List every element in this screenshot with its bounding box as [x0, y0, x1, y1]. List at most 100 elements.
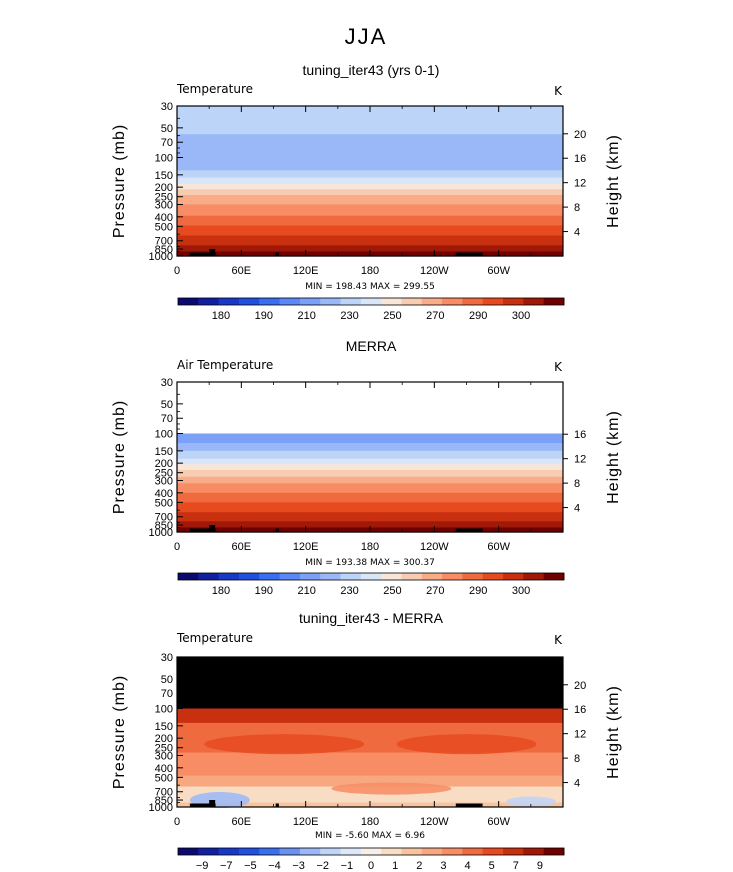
- panel1-y-tick-label: 700: [155, 236, 173, 248]
- panel2-colorbar-box: [178, 573, 199, 580]
- panel2-colorbar-label: 300: [512, 585, 530, 597]
- panel2-y-tick-label: 200: [155, 458, 173, 470]
- panel1-x-tick-label: 60W: [487, 265, 510, 277]
- panel2-title: MERRA: [346, 338, 397, 354]
- panel1-topography-peak: [209, 249, 216, 256]
- panel3-colorbar-box: [218, 848, 240, 855]
- panel2-band: [177, 521, 563, 529]
- panel3-colorbar-box: [503, 848, 524, 855]
- panel1-band: [177, 225, 563, 237]
- panel2-colorbar-box: [198, 573, 220, 580]
- panel1-colorbar-box: [279, 298, 301, 305]
- panel3-colorbar-label: 7: [513, 860, 519, 872]
- panel1-colorbar-label: 210: [297, 310, 315, 322]
- panel1-y-tick-label: 1000: [149, 251, 173, 263]
- panel3-missing-region: [177, 657, 563, 709]
- panel1-colorbar-box: [238, 298, 260, 305]
- panel2-y-tick-label: 100: [155, 429, 173, 441]
- panel3-colorbar-label: −5: [244, 860, 257, 872]
- panel2-y-tick-label: 400: [155, 488, 173, 500]
- panel1-colorbar-box: [360, 298, 382, 305]
- panel2-y-tick-label: 250: [155, 468, 173, 480]
- panel3-ylabel-right: Height (km): [605, 685, 622, 779]
- panel3-anomaly-blob: [396, 734, 537, 755]
- panel2-band: [177, 458, 563, 465]
- panel3-stats: MIN = -5.60 MAX = 6.96: [315, 831, 425, 841]
- panel3-height-tick-label: 12: [574, 729, 586, 741]
- panel3-x-tick-label: 0: [174, 816, 180, 828]
- panel1-band: [177, 177, 563, 185]
- panel2-x-tick-label: 0: [174, 541, 180, 553]
- panel1-height-tick-label: 4: [574, 227, 580, 239]
- panel2-colorbar-label: 270: [426, 585, 444, 597]
- panel3-y-tick-label: 700: [155, 787, 173, 799]
- panel2-colorbar-box: [238, 573, 260, 580]
- panel1-colorbar-box: [218, 298, 240, 305]
- panel2-colorbar-box: [360, 573, 382, 580]
- panel2-colorbar-box: [543, 573, 565, 580]
- panel1-colorbar-box: [259, 298, 280, 305]
- panel2-colorbar-label: 210: [297, 585, 315, 597]
- panel2-topography: [275, 528, 279, 532]
- panel1-band: [177, 215, 563, 227]
- panel1-band: [177, 235, 563, 246]
- panel3-x-tick-label: 60E: [232, 816, 252, 828]
- panel2-colorbar-box: [523, 573, 545, 580]
- panel1-colorbar-box: [421, 298, 443, 305]
- panel2-colorbar-box: [421, 573, 443, 580]
- panel3-y-tick-label: 100: [155, 704, 173, 716]
- panel3-colorbar-label: 2: [416, 860, 422, 872]
- panel2-ylabel: Pressure (mb): [111, 400, 128, 514]
- panel1-y-tick-label: 100: [155, 153, 173, 165]
- panel3-colorbar-label: −9: [196, 860, 209, 872]
- panel1-title: tuning_iter43 (yrs 0-1): [303, 62, 440, 78]
- panel1-colorbar-label: 300: [512, 310, 530, 322]
- panel1-colorbar-box: [299, 298, 321, 305]
- panel3-colorbar-box: [360, 848, 382, 855]
- panel1-band: [177, 183, 563, 190]
- panel3-colorbar-label: 3: [440, 860, 446, 872]
- panel2-units: K: [554, 360, 563, 374]
- panel2-band: [177, 512, 563, 522]
- panel1-colorbar-label: 270: [426, 310, 444, 322]
- panel2-colorbar-box: [218, 573, 240, 580]
- panel1-height-tick-label: 16: [574, 153, 586, 165]
- panel1-y-tick-label: 850: [155, 244, 173, 256]
- panel2-ylabel-right: Height (km): [605, 410, 622, 504]
- panel1-band: [177, 134, 563, 171]
- panel1-y-tick-label: 300: [155, 199, 173, 211]
- panel2-x-tick-label: 60E: [232, 541, 252, 553]
- panel3-colorbar-box: [523, 848, 545, 855]
- panel1-y-tick-label: 500: [155, 221, 173, 233]
- panel3-band: [177, 708, 563, 724]
- panel3-colorbar-frame: [177, 847, 565, 856]
- panel3-colorbar-label: 0: [368, 860, 374, 872]
- panel2-band: [177, 450, 563, 460]
- panel1-y-tick-label: 250: [155, 192, 173, 204]
- panel3-colorbar-box: [442, 848, 463, 855]
- panel3-y-tick-label: 1000: [149, 802, 173, 814]
- panel1-colorbar-box: [543, 298, 565, 305]
- panel3-colorbar-box: [381, 848, 402, 855]
- panel1-colorbar: 180 190 210 230 250 270 290 300: [177, 297, 565, 322]
- panel2-height-tick-label: 4: [574, 503, 580, 515]
- panel1-tropopause-cold-core: [281, 153, 406, 162]
- panel2-colorbar-label: 290: [469, 585, 487, 597]
- panel3-title: tuning_iter43 - MERRA: [299, 610, 444, 626]
- panel1-colorbar-label: 190: [255, 310, 273, 322]
- super-title: JJA: [345, 24, 388, 49]
- panel2-colorbar: 180 190 210 230 250 270 290 300: [177, 572, 565, 597]
- panel3-topography-peak: [209, 800, 216, 807]
- panel3-units: K: [554, 633, 563, 647]
- panel1-colorbar-box: [442, 298, 463, 305]
- panel1-colorbar-box: [462, 298, 484, 305]
- panel2-y-tick-label: 850: [155, 520, 173, 532]
- panel3-ylabel: Pressure (mb): [111, 675, 128, 789]
- panel1-colorbar-label: 230: [340, 310, 358, 322]
- panel2-height-tick-label: 8: [574, 478, 580, 490]
- panel1-height-tick-label: 20: [574, 129, 586, 141]
- panel2-colorbar-box: [401, 573, 423, 580]
- panel1-y-tick-label: 150: [155, 170, 173, 182]
- panel1-colorbar-box: [482, 298, 504, 305]
